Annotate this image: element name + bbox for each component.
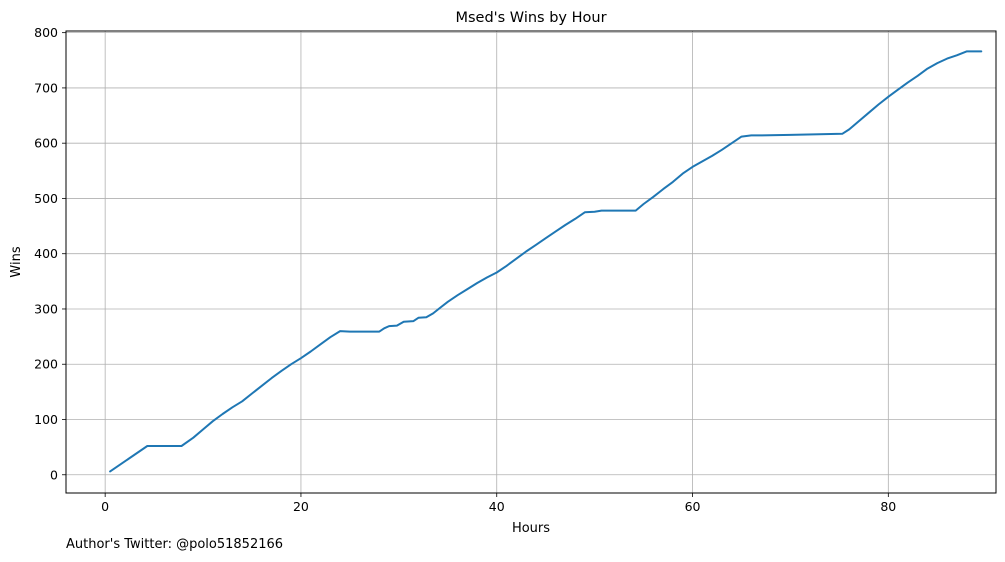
y-tick-label: 800 — [34, 25, 58, 40]
y-tick-label: 600 — [34, 136, 58, 151]
y-tick-label: 400 — [34, 246, 58, 261]
x-tick-label: 40 — [489, 499, 505, 514]
y-tick-label: 0 — [50, 467, 58, 482]
chart-title: Msed's Wins by Hour — [455, 10, 606, 26]
series-line-group — [109, 50, 983, 473]
y-tick-label: 300 — [34, 301, 58, 316]
x-tick-label: 0 — [101, 499, 109, 514]
x-axis-ticks: 0 20 40 60 80 — [101, 493, 896, 514]
y-tick-label: 100 — [34, 412, 58, 427]
y-tick-label: 700 — [34, 80, 58, 95]
plot-frame — [65, 30, 997, 494]
y-tick-label: 200 — [34, 357, 58, 372]
y-axis-label: Wins — [9, 246, 24, 277]
y-tick-label: 500 — [34, 191, 58, 206]
x-tick-label: 80 — [880, 499, 896, 514]
wins-series-line — [109, 50, 983, 473]
x-axis-label: Hours — [512, 521, 550, 536]
y-axis-ticks: 0 100 200 300 400 500 600 700 800 — [34, 25, 66, 482]
author-footnote: Author's Twitter: @polo51852166 — [66, 537, 284, 552]
x-tick-label: 60 — [685, 499, 701, 514]
grid — [66, 31, 996, 493]
x-tick-label: 20 — [293, 499, 309, 514]
